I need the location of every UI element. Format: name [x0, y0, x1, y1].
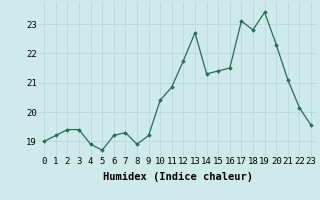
X-axis label: Humidex (Indice chaleur): Humidex (Indice chaleur): [103, 172, 252, 182]
